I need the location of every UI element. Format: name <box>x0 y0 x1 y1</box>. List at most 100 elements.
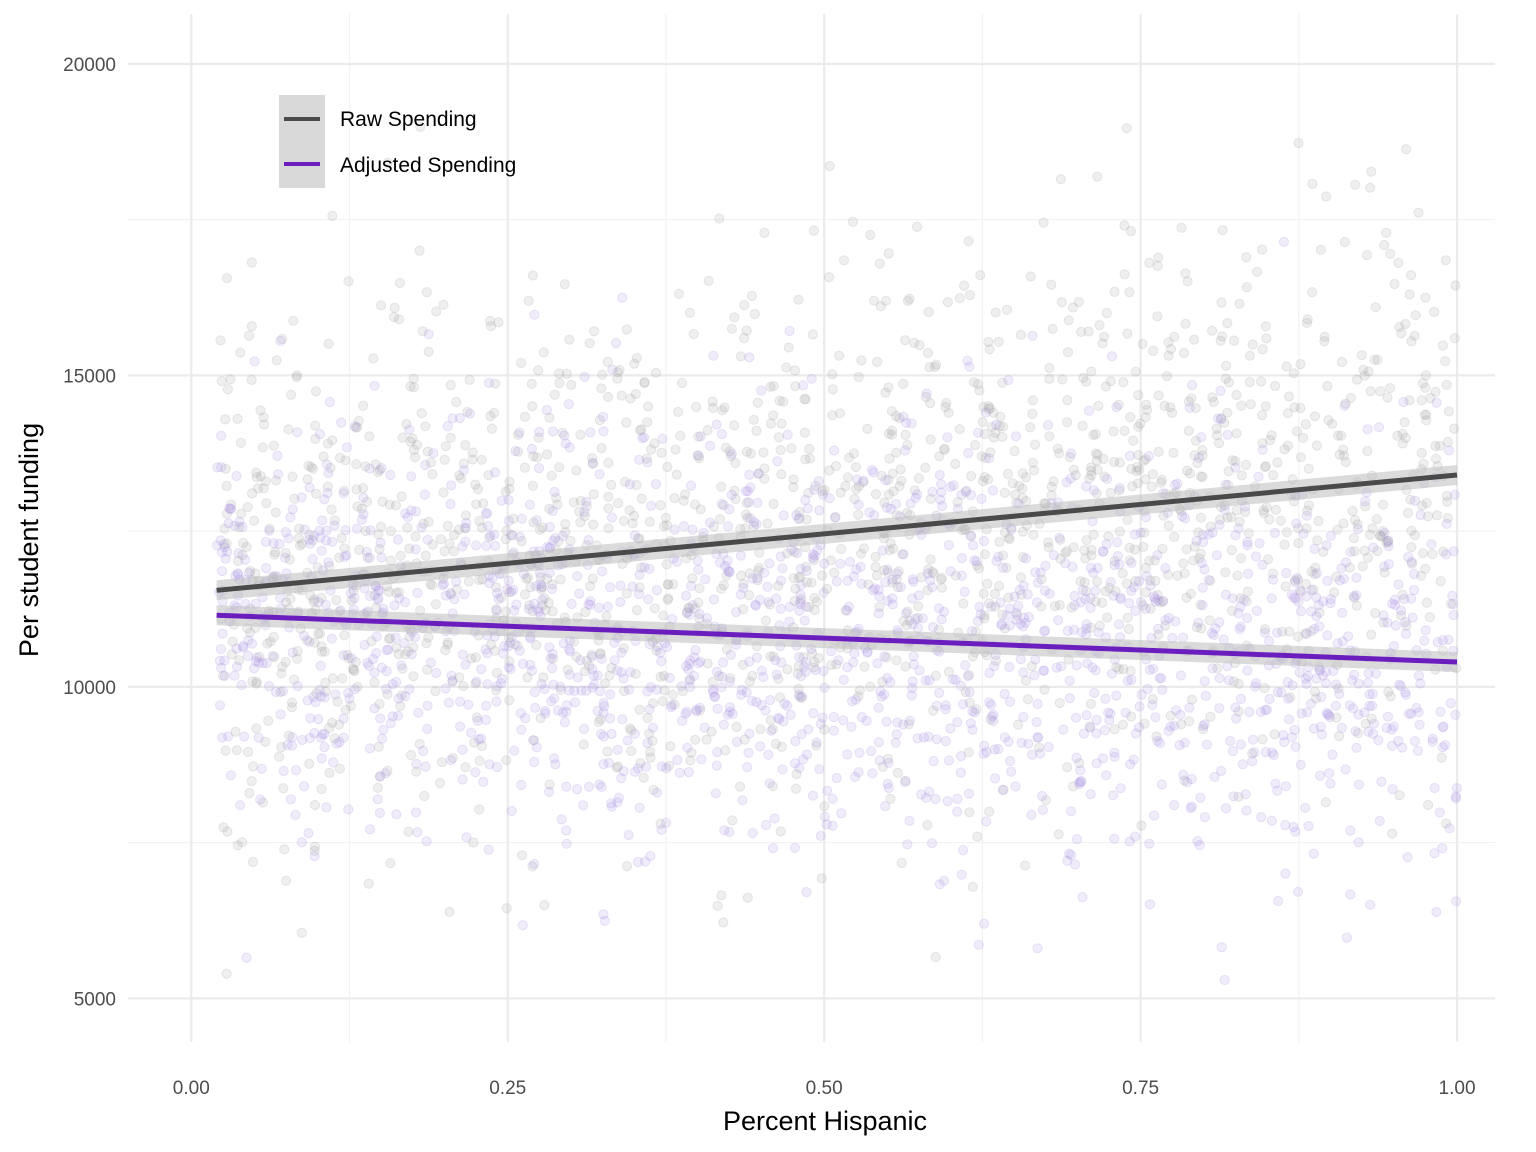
scatter-point <box>629 530 640 541</box>
scatter-point <box>1272 785 1283 796</box>
scatter-point <box>913 473 924 484</box>
scatter-point <box>1437 340 1449 351</box>
scatter-point <box>587 457 598 469</box>
scatter-point <box>725 676 736 687</box>
scatter-point <box>1130 576 1141 587</box>
scatter-point <box>997 784 1008 796</box>
scatter-point <box>842 472 854 483</box>
scatter-point <box>589 679 600 690</box>
scatter-point <box>1080 594 1091 605</box>
scatter-point <box>744 352 755 363</box>
scatter-point <box>1039 585 1051 596</box>
scatter-point <box>268 538 279 549</box>
scatter-point <box>1350 179 1361 190</box>
scatter-point <box>727 815 738 826</box>
scatter-point <box>522 672 533 683</box>
scatter-point <box>411 766 422 777</box>
scatter-point <box>738 582 749 594</box>
scatter-point <box>408 642 419 653</box>
scatter-point <box>214 655 225 666</box>
scatter-point <box>313 714 324 725</box>
scatter-point <box>1285 692 1296 703</box>
scatter-point <box>1082 658 1093 669</box>
scatter-point <box>1352 374 1363 385</box>
scatter-point <box>870 561 881 573</box>
scatter-point <box>1153 623 1164 634</box>
scatter-point <box>646 444 657 455</box>
scatter-point <box>744 590 755 601</box>
scatter-point <box>763 597 774 608</box>
scatter-point <box>1260 401 1271 412</box>
scatter-point <box>1081 481 1092 492</box>
scatter-point <box>361 496 373 507</box>
scatter-point <box>290 809 301 821</box>
scatter-point <box>532 452 543 463</box>
scatter-point <box>420 761 431 772</box>
scatter-point <box>986 601 997 612</box>
scatter-point <box>216 430 227 441</box>
scatter-point <box>526 665 538 676</box>
scatter-point <box>483 377 495 388</box>
scatter-point <box>836 808 847 819</box>
scatter-point <box>879 497 890 508</box>
scatter-point <box>1044 431 1055 442</box>
scatter-point <box>249 515 260 526</box>
scatter-point <box>827 793 838 804</box>
scatter-point <box>1190 435 1202 446</box>
scatter-point <box>793 689 805 701</box>
scatter-point <box>1037 804 1049 816</box>
scatter-point <box>1157 543 1168 554</box>
scatter-point <box>1205 575 1216 586</box>
scatter-point <box>384 634 395 645</box>
scatter-point <box>216 662 227 673</box>
scatter-point <box>362 657 373 669</box>
scatter-point <box>564 442 575 453</box>
scatter-point <box>814 505 825 516</box>
scatter-point <box>962 355 973 366</box>
scatter-point <box>270 547 281 558</box>
scatter-point <box>1088 567 1099 578</box>
scatter-point <box>775 826 786 837</box>
scatter-point <box>369 677 380 688</box>
scatter-point <box>924 362 935 373</box>
scatter-point <box>485 315 496 326</box>
scatter-point <box>486 639 497 650</box>
scatter-point <box>691 401 702 413</box>
scatter-point <box>773 580 784 592</box>
scatter-point <box>372 794 383 805</box>
scatter-point <box>1309 543 1320 555</box>
scatter-point <box>391 642 402 653</box>
scatter-point <box>978 588 989 599</box>
scatter-point <box>856 355 867 366</box>
scatter-point <box>621 324 632 335</box>
scatter-point <box>1382 617 1393 628</box>
scatter-point <box>928 755 939 767</box>
scatter-point <box>865 681 876 692</box>
scatter-point <box>1053 829 1064 840</box>
scatter-point <box>235 800 246 811</box>
scatter-point <box>1235 593 1246 604</box>
scatter-point <box>1270 778 1281 789</box>
scatter-point <box>222 546 233 557</box>
scatter-point <box>1076 597 1087 608</box>
scatter-point <box>373 529 384 540</box>
scatter-point <box>1211 430 1223 441</box>
scatter-point <box>792 668 803 679</box>
scatter-point <box>405 436 416 447</box>
scatter-point <box>287 504 298 515</box>
scatter-point <box>336 533 347 544</box>
scatter-point <box>1289 724 1300 736</box>
scatter-point <box>816 873 827 884</box>
scatter-point <box>217 732 228 743</box>
scatter-point <box>331 738 342 749</box>
scatter-point <box>504 483 515 494</box>
scatter-point <box>801 565 813 577</box>
scatter-point <box>883 489 895 500</box>
scatter-point <box>263 715 274 727</box>
scatter-point <box>557 427 568 438</box>
scatter-point <box>882 564 893 575</box>
scatter-point <box>283 424 294 435</box>
scatter-point <box>678 521 690 532</box>
scatter-point <box>952 793 963 805</box>
scatter-point <box>1157 684 1168 695</box>
